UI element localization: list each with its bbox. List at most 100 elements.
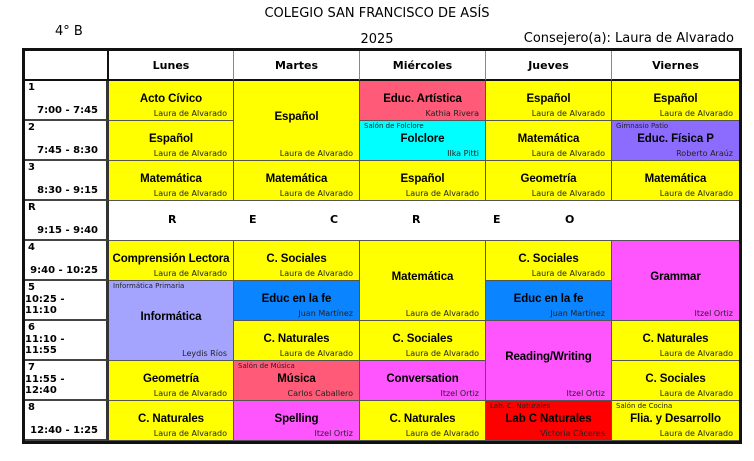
class-subject: C. Naturales (389, 413, 456, 425)
class-subject: Acto Cívico (139, 93, 203, 105)
class-cell: Lab. C. Naturales Lab C Naturales Victoria… (486, 401, 612, 441)
class-cell: Geometría Laura de Alvarado (486, 161, 612, 201)
day-header-jueves: Jueves (486, 51, 612, 81)
period-time: 8:30 - 9:15 (37, 185, 98, 196)
class-subject: C. Sociales (392, 333, 453, 345)
period-time: 11:55 - 12:40 (25, 374, 65, 396)
class-cell: Comprensión Lectora Laura de Alvarado (109, 241, 234, 281)
class-cell: Conversation Itzel Ortiz (360, 361, 486, 401)
period-time-cell: 3 8:30 - 9:15 (25, 161, 109, 201)
class-teacher: Itzel Ortiz (440, 389, 479, 398)
class-teacher: Laura de Alvarado (531, 189, 605, 198)
class-teacher: Laura de Alvarado (279, 349, 353, 358)
day-header-martes: Martes (234, 51, 360, 81)
period-time: 9:40 - 10:25 (30, 265, 98, 276)
period-time-cell: 5 10:25 - 11:10 (25, 281, 109, 321)
class-cell: Matemática Laura de Alvarado (109, 161, 234, 201)
class-teacher: Laura de Alvarado (279, 269, 353, 278)
class-subject: C. Naturales (642, 333, 709, 345)
class-subject: Matemática (140, 173, 202, 185)
class-subject: Matemática (644, 173, 707, 185)
recess-letter: E (249, 213, 257, 226)
class-cell: Salón de Música Música Carlos Caballero (234, 361, 360, 401)
class-cell: Salón de Folclore Folclore Ilka Pitti (360, 121, 486, 161)
class-teacher: Kathia Rivera (425, 109, 479, 118)
class-cell: C. Naturales Laura de Alvarado (109, 401, 234, 441)
class-cell: Salón de Cocina Flia. y Desarrollo Laura d… (612, 401, 739, 441)
period-time: 9:15 - 9:40 (37, 225, 98, 236)
recess-letter: C (330, 213, 339, 226)
class-subject: Folclore (400, 133, 445, 145)
recess-letter: O (565, 213, 575, 226)
period-time-cell: 7 11:55 - 12:40 (25, 361, 109, 401)
period-time-cell: 8 12:40 - 1:25 (25, 401, 109, 441)
class-cell: Español Laura de Alvarado (109, 121, 234, 161)
class-cell: Educ. Artística Kathia Rivera (360, 81, 486, 121)
class-cell: Geometría Laura de Alvarado (109, 361, 234, 401)
class-subject: Música (277, 373, 316, 385)
class-teacher: Laura de Alvarado (659, 109, 733, 118)
schedule-table: Lunes Martes Miércoles Jueves Viernes 1 7… (22, 48, 742, 444)
class-subject: Matemática (265, 173, 328, 185)
class-subject: Geometría (143, 373, 199, 385)
class-subject: Geometría (520, 173, 577, 185)
corner-header (25, 51, 109, 81)
class-cell: Español Laura de Alvarado (486, 81, 612, 121)
school-title: COLEGIO SAN FRANCISCO DE ASÍS (264, 6, 490, 21)
class-subject: C. Naturales (138, 413, 204, 425)
period-time: 7:45 - 8:30 (37, 145, 98, 156)
class-teacher: Laura de Alvarado (279, 189, 353, 198)
period-number: 5 (28, 282, 35, 293)
class-teacher: Laura de Alvarado (153, 149, 227, 158)
day-header-miercoles: Miércoles (360, 51, 486, 81)
class-subject: Flia. y Desarrollo (630, 413, 721, 425)
class-cell: Matemática Laura de Alvarado (612, 161, 739, 201)
class-teacher: Laura de Alvarado (659, 389, 733, 398)
class-teacher: Ilka Pitti (447, 149, 479, 158)
period-time-cell: 2 7:45 - 8:30 (25, 121, 109, 161)
class-cell: C. Naturales Laura de Alvarado (612, 321, 739, 361)
period-time-cell: 6 11:10 - 11:55 (25, 321, 109, 361)
class-teacher: Itzel Ortiz (566, 389, 605, 398)
class-cell: C. Sociales Laura de Alvarado (612, 361, 739, 401)
class-teacher: Laura de Alvarado (153, 109, 227, 118)
advisor-label: Consejero(a): Laura de Alvarado (523, 31, 734, 46)
class-teacher: Leydis Ríos (182, 349, 227, 358)
class-teacher: Laura de Alvarado (153, 269, 227, 278)
class-cell: Español Laura de Alvarado (612, 81, 739, 121)
class-subject: Reading/Writing (505, 350, 592, 363)
class-subject: Informática (140, 310, 202, 323)
class-room: Salón de Cocina (616, 402, 673, 410)
class-cell: C. Naturales Laura de Alvarado (234, 321, 360, 361)
class-teacher: Laura de Alvarado (531, 109, 605, 118)
class-teacher: Laura de Alvarado (153, 429, 227, 438)
period-time-cell: R 9:15 - 9:40 (25, 201, 109, 241)
period-time: 7:00 - 7:45 (37, 105, 98, 116)
class-cell: Educ en la fe Juan Martínez (234, 281, 360, 321)
class-subject: C. Sociales (266, 253, 327, 265)
class-teacher: Carlos Caballero (287, 389, 353, 398)
period-number: 4 (28, 242, 35, 253)
recess-letter: E (493, 213, 501, 226)
period-number: 1 (28, 82, 35, 93)
class-room: Gimnasio Patio (616, 122, 669, 130)
class-cell: Español Laura de Alvarado (234, 81, 360, 161)
class-teacher: Laura de Alvarado (405, 309, 479, 318)
period-number: 2 (28, 122, 35, 133)
class-cell: Acto Cívico Laura de Alvarado (109, 81, 234, 121)
class-teacher: Laura de Alvarado (659, 349, 733, 358)
class-subject: Español (148, 133, 194, 145)
class-cell: C. Sociales Laura de Alvarado (486, 241, 612, 281)
class-subject: Español (400, 173, 445, 185)
class-cell: C. Naturales Laura de Alvarado (360, 401, 486, 441)
class-room: Lab. C. Naturales (490, 402, 551, 410)
class-subject: C. Sociales (645, 373, 706, 385)
class-teacher: Laura de Alvarado (279, 149, 353, 158)
period-time-cell: 4 9:40 - 10:25 (25, 241, 109, 281)
period-number: 8 (28, 402, 35, 413)
class-subject: Español (526, 93, 571, 105)
class-teacher: Laura de Alvarado (153, 189, 227, 198)
class-subject: Español (274, 110, 319, 123)
day-header-viernes: Viernes (612, 51, 739, 81)
